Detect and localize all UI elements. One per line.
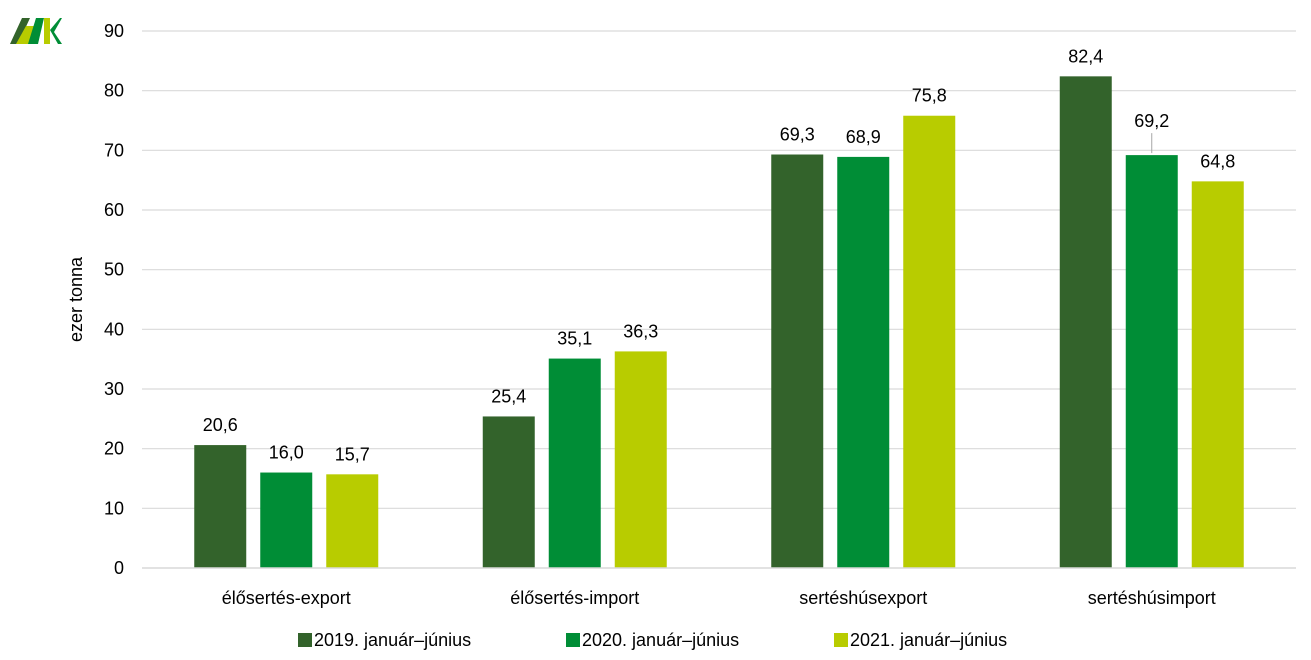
- bar: [326, 474, 379, 568]
- legend-label: 2021. január–június: [850, 630, 1007, 650]
- legend: 2019. január–június 2020. január–június 20…: [298, 630, 1007, 650]
- data-label: 68,9: [846, 127, 881, 147]
- y-tick-label: 0: [114, 558, 124, 578]
- legend-swatch: [834, 633, 848, 647]
- legend-swatch: [566, 633, 580, 647]
- y-tick-label: 80: [104, 81, 124, 101]
- x-tick-label: sertéshúsexport: [799, 588, 927, 608]
- data-labels: 20,6 16,0 15,7 25,4 35,1 36,3 69,3 68,9 75,8 82,4…: [203, 46, 1236, 464]
- legend-label: 2019. január–június: [314, 630, 471, 650]
- gridlines: [142, 30, 1296, 509]
- bar: [614, 351, 667, 568]
- legend-item: 2019. január–június: [298, 630, 471, 650]
- data-label: 16,0: [269, 443, 304, 463]
- bar: [1059, 76, 1112, 568]
- bar: [903, 115, 956, 568]
- bars: [194, 76, 1244, 569]
- bar: [194, 445, 247, 568]
- data-label: 82,4: [1068, 46, 1103, 66]
- bar: [548, 358, 601, 568]
- data-label: 75,8: [912, 86, 947, 106]
- legend-item: 2020. január–június: [566, 630, 739, 650]
- x-tick-label: élősertés-export: [222, 588, 351, 608]
- bar: [1191, 181, 1244, 569]
- y-tick-label: 50: [104, 260, 124, 280]
- bar: [837, 156, 890, 568]
- data-label: 64,8: [1200, 151, 1235, 171]
- y-tick-label: 90: [104, 21, 124, 41]
- bar: [482, 416, 535, 568]
- y-axis-label: ezer tonna: [66, 256, 86, 342]
- y-tick-label: 30: [104, 379, 124, 399]
- bar: [260, 472, 313, 568]
- data-label: 69,2: [1134, 111, 1169, 131]
- x-tick-label: élősertés-import: [510, 588, 639, 608]
- data-label: 20,6: [203, 415, 238, 435]
- legend-label: 2020. január–június: [582, 630, 739, 650]
- legend-swatch: [298, 633, 312, 647]
- x-tick-label: sertéshúsimport: [1088, 588, 1216, 608]
- y-tick-label: 20: [104, 439, 124, 459]
- data-label: 36,3: [623, 321, 658, 341]
- x-axis-categories: élősertés-export élősertés-import sertéshú…: [222, 588, 1216, 608]
- bar: [1125, 155, 1178, 568]
- bar: [771, 154, 824, 568]
- data-label: 35,1: [557, 329, 592, 349]
- data-label: 15,7: [335, 444, 370, 464]
- legend-item: 2021. január–június: [834, 630, 1007, 650]
- aki-logo: [10, 18, 62, 44]
- y-axis-ticks: 0 10 20 30 40 50 60 70 80 90: [104, 21, 124, 578]
- y-tick-label: 40: [104, 319, 124, 339]
- y-tick-label: 10: [104, 498, 124, 518]
- data-label: 69,3: [780, 125, 815, 145]
- y-tick-label: 70: [104, 140, 124, 160]
- y-tick-label: 60: [104, 200, 124, 220]
- data-label: 25,4: [491, 386, 526, 406]
